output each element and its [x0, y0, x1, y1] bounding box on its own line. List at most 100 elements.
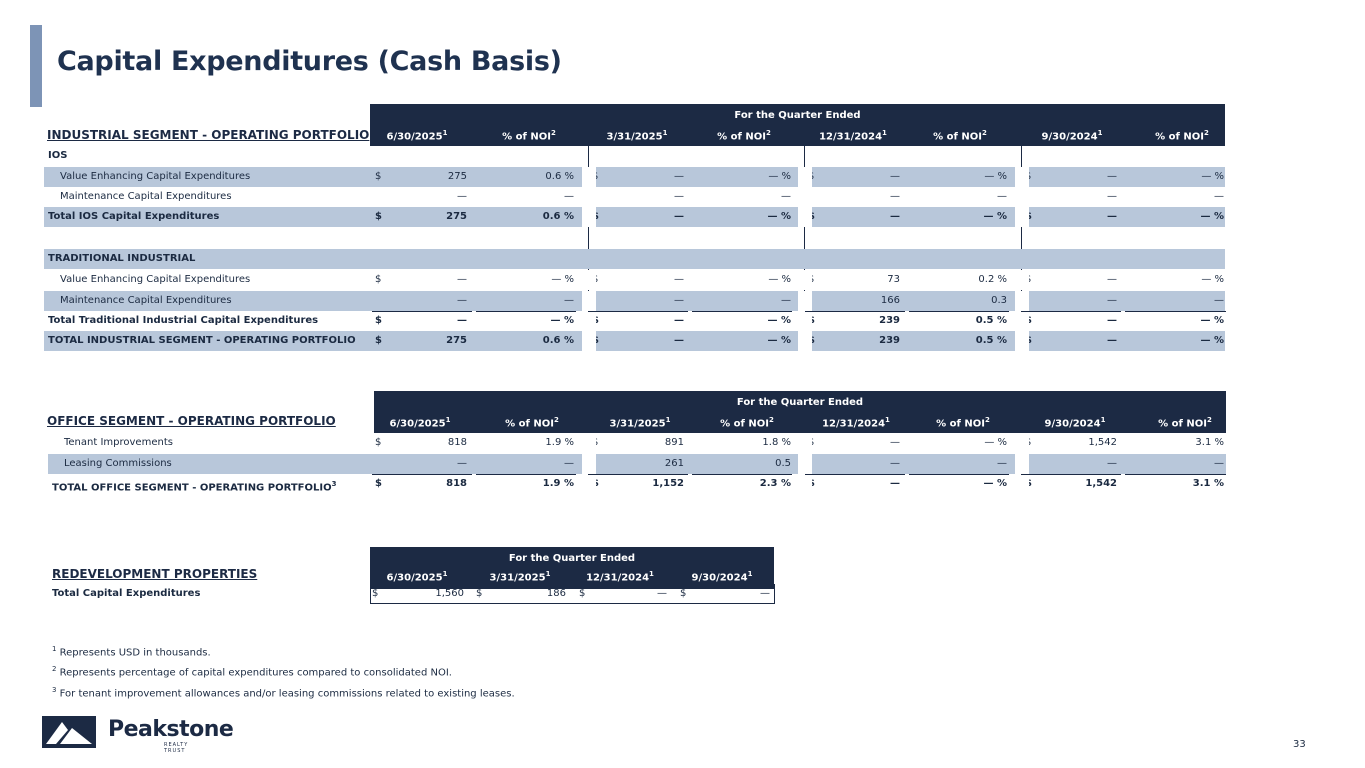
cell-value: — %	[768, 171, 791, 182]
cell-value: —	[781, 295, 791, 306]
table-header-band: For the Quarter Ended	[370, 547, 774, 589]
cell-value: 2.3 %	[759, 478, 791, 489]
table-row: TRADITIONAL INDUSTRIAL	[44, 249, 1225, 269]
column-header: 3/31/20251	[606, 129, 668, 143]
cell-value: —	[674, 274, 684, 285]
cell-value: 166	[880, 295, 900, 306]
column-header: 12/31/20241	[822, 416, 890, 430]
column-gap	[1015, 433, 1029, 453]
cell-value: —	[1107, 335, 1117, 346]
cell-value: —	[674, 191, 684, 202]
segment-title: OFFICE SEGMENT - OPERATING PORTFOLIO	[47, 414, 336, 428]
column-gap	[1015, 474, 1029, 494]
logo-tagline: REALTY TRUST	[164, 742, 189, 754]
table-row: Leasing Commissions — — 261 0.5 — — — —	[48, 454, 1226, 474]
cell-value: —	[457, 295, 467, 306]
cell-value: —	[564, 295, 574, 306]
cell-value: 1,542	[1088, 437, 1117, 448]
total-rule	[1021, 311, 1121, 312]
currency-symbol: $	[375, 335, 382, 346]
cell-value: — %	[767, 335, 791, 346]
logo-name: Peakstone	[108, 717, 234, 742]
cell-value: —	[890, 171, 900, 182]
total-rule	[476, 474, 576, 475]
cell-value: —	[1107, 274, 1117, 285]
cell-value: — %	[983, 211, 1007, 222]
row-label: Total Traditional Industrial Capital Exp…	[48, 315, 319, 326]
quarter-caption: For the Quarter Ended	[508, 553, 636, 564]
cell-value: 1,542	[1085, 478, 1117, 489]
column-divider	[1021, 146, 1022, 350]
cell-value: —	[674, 335, 684, 346]
page-title: Capital Expenditures (Cash Basis)	[57, 46, 562, 77]
column-gap	[582, 187, 596, 207]
column-gap	[1015, 207, 1029, 227]
currency-symbol: $	[375, 274, 382, 285]
cell-value: 1.8 %	[762, 437, 791, 448]
table-edge	[370, 584, 371, 604]
footnote-2: 2 Represents percentage of capital expen…	[52, 665, 452, 679]
row-label: Total IOS Capital Expenditures	[48, 211, 220, 222]
column-gap	[798, 187, 812, 207]
cell-value: — %	[1201, 171, 1224, 182]
column-gap	[1015, 331, 1029, 351]
segment-title: INDUSTRIAL SEGMENT - OPERATING PORTFOLIO	[47, 128, 370, 142]
total-rule	[372, 311, 472, 312]
cell-value: —	[890, 211, 900, 222]
column-header: % of NOI2	[1155, 129, 1209, 143]
column-gap	[1015, 270, 1029, 290]
column-header: 9/30/20241	[1044, 416, 1106, 430]
total-rule	[1021, 474, 1121, 475]
cell-value: 891	[664, 437, 684, 448]
total-rule	[805, 311, 905, 312]
cell-value: —	[657, 588, 667, 599]
cell-value: 0.6 %	[542, 211, 574, 222]
column-header: % of NOI2	[505, 416, 559, 430]
cell-value: —	[564, 458, 574, 469]
table-row: TOTAL OFFICE SEGMENT - OPERATING PORTFOL…	[48, 474, 1226, 494]
cell-value: 3.1 %	[1192, 478, 1224, 489]
currency-symbol: $	[375, 171, 382, 182]
row-label: Maintenance Capital Expenditures	[60, 295, 232, 306]
column-gap	[1015, 187, 1029, 207]
column-gap	[582, 331, 596, 351]
total-rule	[909, 311, 1009, 312]
cell-value: —	[890, 437, 900, 448]
cell-value: —	[674, 295, 684, 306]
row-label: Tenant Improvements	[64, 437, 173, 448]
cell-value: 1.9 %	[545, 437, 574, 448]
column-gap	[582, 433, 596, 453]
total-rule	[692, 474, 792, 475]
column-gap	[798, 331, 812, 351]
column-header: % of NOI2	[502, 129, 556, 143]
cell-value: — %	[767, 315, 791, 326]
cell-value: —	[781, 191, 791, 202]
cell-value: 275	[447, 171, 467, 182]
cell-value: 1.9 %	[542, 478, 574, 489]
cell-value: 0.2 %	[978, 274, 1007, 285]
column-header: % of NOI2	[717, 129, 771, 143]
column-divider	[804, 146, 805, 350]
currency-symbol: $	[375, 437, 382, 448]
cell-value: —	[890, 191, 900, 202]
currency-symbol: $	[680, 588, 687, 599]
cell-value: — %	[550, 315, 574, 326]
row-label: Total Capital Expenditures	[52, 588, 201, 599]
cell-value: 818	[447, 437, 467, 448]
column-gap	[1015, 311, 1029, 331]
row-label: IOS	[48, 150, 68, 161]
column-header: 12/31/20241	[819, 129, 887, 143]
cell-value: —	[1214, 458, 1224, 469]
cell-value: — %	[551, 274, 574, 285]
title-accent-bar	[30, 25, 42, 107]
cell-value: —	[1107, 191, 1117, 202]
cell-value: —	[1107, 211, 1117, 222]
column-header: 12/31/20241	[586, 570, 654, 584]
currency-symbol: $	[375, 315, 382, 326]
cell-value: 3.1 %	[1195, 437, 1224, 448]
cell-value: 0.5	[775, 458, 791, 469]
total-rule	[692, 311, 792, 312]
column-gap	[582, 207, 596, 227]
column-header: 3/31/20251	[489, 570, 551, 584]
cell-value: —	[674, 211, 684, 222]
